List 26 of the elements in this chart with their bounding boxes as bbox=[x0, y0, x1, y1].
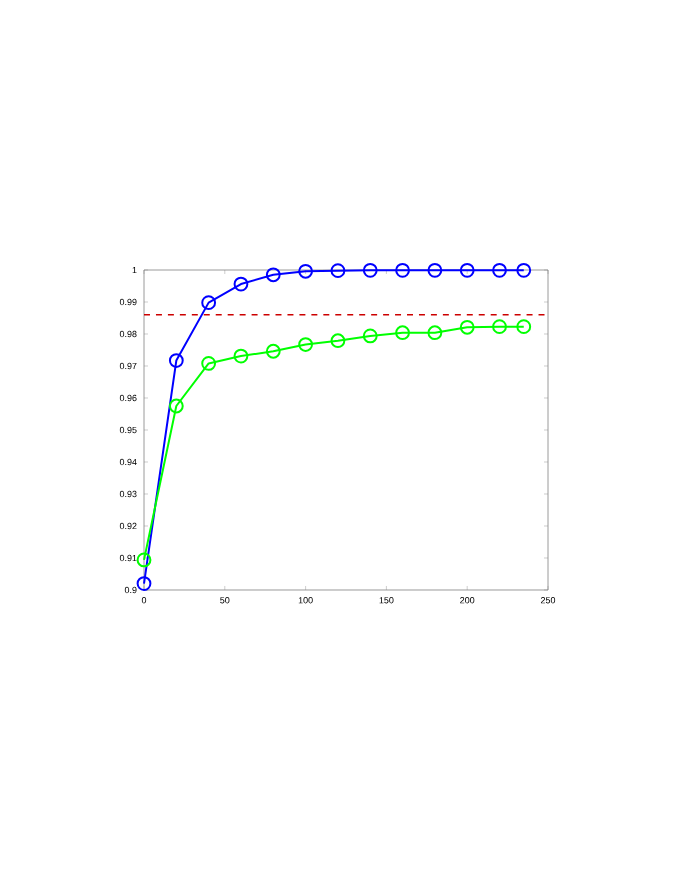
point bbox=[201, 295, 217, 311]
point bbox=[492, 319, 507, 335]
point bbox=[201, 356, 217, 371]
point bbox=[233, 276, 249, 292]
point bbox=[459, 319, 475, 335]
point bbox=[516, 262, 532, 278]
point bbox=[516, 319, 532, 335]
point bbox=[136, 576, 152, 591]
point bbox=[492, 262, 507, 278]
point bbox=[459, 262, 475, 278]
point bbox=[168, 353, 184, 368]
point bbox=[330, 333, 346, 349]
point bbox=[427, 262, 443, 278]
point bbox=[168, 398, 184, 414]
point bbox=[330, 263, 346, 279]
point bbox=[265, 267, 281, 283]
point bbox=[233, 348, 249, 364]
point bbox=[427, 325, 443, 341]
point bbox=[362, 328, 378, 344]
point bbox=[136, 552, 152, 568]
point bbox=[265, 343, 281, 359]
point bbox=[395, 262, 410, 278]
point bbox=[395, 325, 410, 341]
point bbox=[298, 263, 313, 279]
point bbox=[362, 262, 378, 278]
point bbox=[298, 337, 313, 352]
